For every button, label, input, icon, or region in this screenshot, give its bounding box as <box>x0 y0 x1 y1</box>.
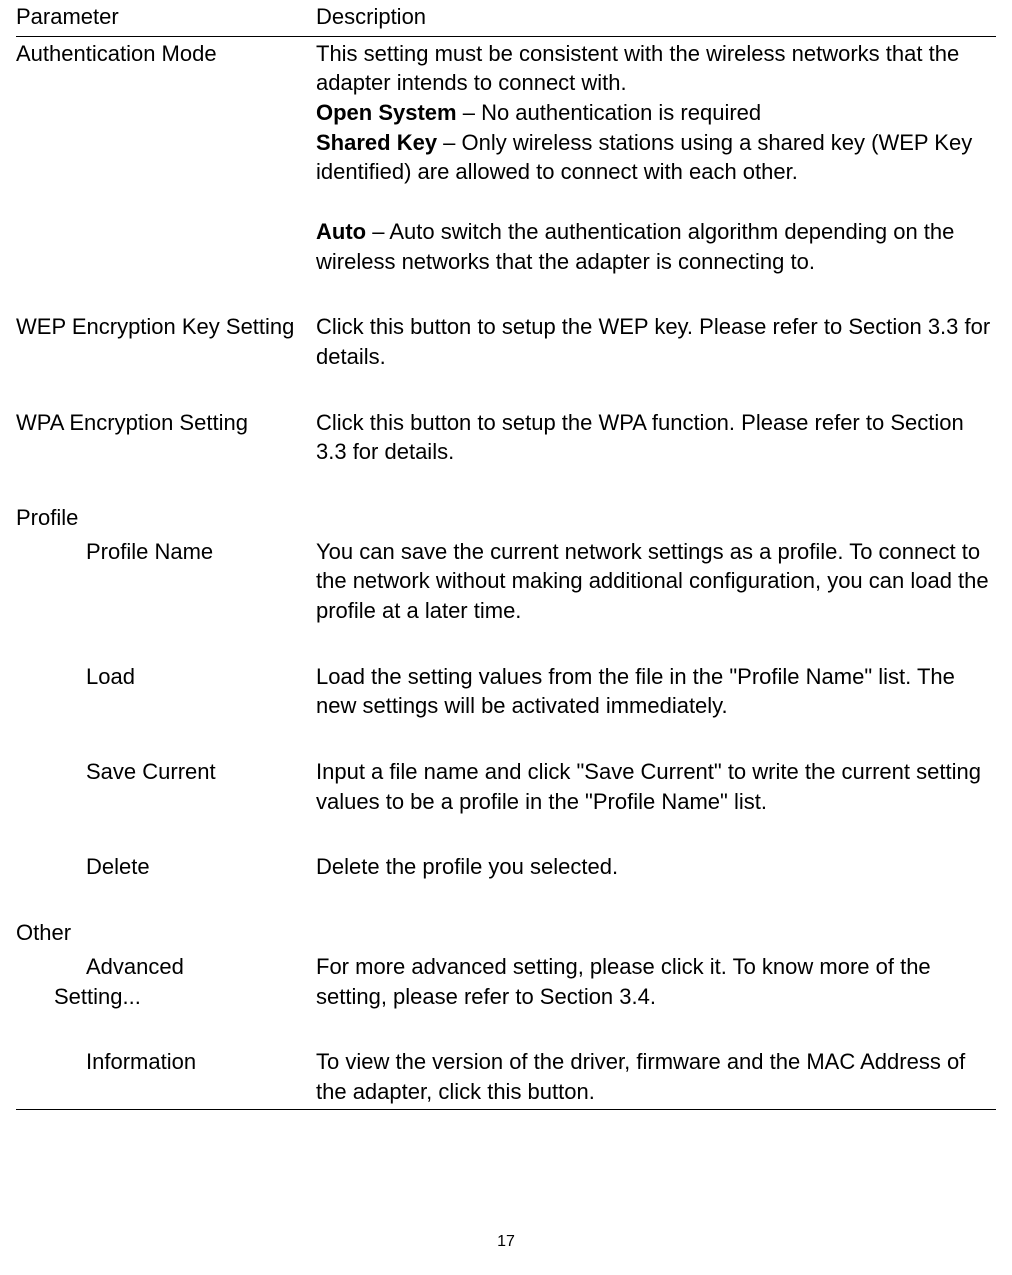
header-description: Description <box>316 0 996 36</box>
open-system-bold: Open System <box>316 100 457 125</box>
desc-wpa: Click this button to setup the WPA funct… <box>316 406 996 469</box>
row-profile-save: Save Current Input a file name and click… <box>16 755 996 818</box>
parameter-table: Parameter Description Authentication Mod… <box>16 0 996 1110</box>
param-wpa: WPA Encryption Setting <box>16 406 316 469</box>
desc-profile-save: Input a file name and click "Save Curren… <box>316 755 996 818</box>
auth-mode-intro: This setting must be consistent with the… <box>316 41 959 96</box>
desc-profile-name: You can save the current network setting… <box>316 535 996 628</box>
spacer-row <box>16 628 996 660</box>
param-profile-delete: Delete <box>16 850 316 884</box>
spacer-row <box>16 374 996 406</box>
param-auth-mode: Authentication Mode <box>16 36 316 278</box>
desc-wep: Click this button to setup the WEP key. … <box>316 310 996 373</box>
spacer-row <box>16 278 996 310</box>
param-profile-save: Save Current <box>16 755 316 818</box>
param-other-information: Information <box>16 1045 316 1109</box>
desc-profile-delete: Delete the profile you selected. <box>316 850 996 884</box>
row-profile-load: Load Load the setting values from the fi… <box>16 660 996 723</box>
row-other-information: Information To view the version of the d… <box>16 1045 996 1109</box>
row-auth-mode: Authentication Mode This setting must be… <box>16 36 996 278</box>
spacer-row <box>16 723 996 755</box>
desc-profile-load: Load the setting values from the file in… <box>316 660 996 723</box>
auto-bold: Auto <box>316 219 366 244</box>
row-profile-name: Profile Name You can save the current ne… <box>16 535 996 628</box>
desc-auth-mode: This setting must be consistent with the… <box>316 36 996 278</box>
page-number: 17 <box>0 1233 1012 1251</box>
shared-key-bold: Shared Key <box>316 130 437 155</box>
row-other-advanced: AdvancedSetting... For more advanced set… <box>16 950 996 1013</box>
spacer-row <box>16 884 996 916</box>
desc-other-information: To view the version of the driver, firmw… <box>316 1045 996 1109</box>
param-other: Other <box>16 916 316 950</box>
row-profile-header: Profile <box>16 501 996 535</box>
spacer-row <box>16 818 996 850</box>
auto-rest: – Auto switch the authentication algorit… <box>316 219 954 274</box>
header-parameter: Parameter <box>16 0 316 36</box>
row-wep: WEP Encryption Key Setting Click this bu… <box>16 310 996 373</box>
param-other-advanced: AdvancedSetting... <box>16 950 316 1013</box>
row-wpa: WPA Encryption Setting Click this button… <box>16 406 996 469</box>
param-wep: WEP Encryption Key Setting <box>16 310 316 373</box>
param-profile-name: Profile Name <box>16 535 316 628</box>
spacer-row <box>16 469 996 501</box>
row-profile-delete: Delete Delete the profile you selected. <box>16 850 996 884</box>
desc-other-advanced: For more advanced setting, please click … <box>316 950 996 1013</box>
param-profile: Profile <box>16 501 316 535</box>
spacer-row <box>16 1013 996 1045</box>
param-profile-load: Load <box>16 660 316 723</box>
table-header-row: Parameter Description <box>16 0 996 36</box>
row-other-header: Other <box>16 916 996 950</box>
open-system-rest: – No authentication is required <box>457 100 762 125</box>
page: Parameter Description Authentication Mod… <box>0 0 1012 1275</box>
